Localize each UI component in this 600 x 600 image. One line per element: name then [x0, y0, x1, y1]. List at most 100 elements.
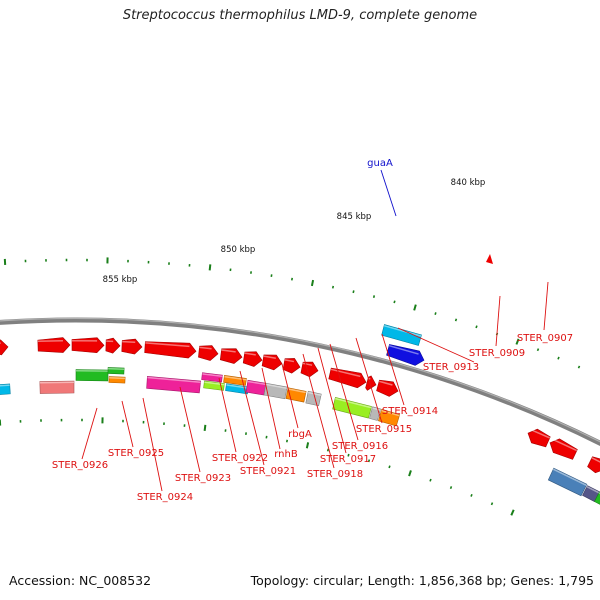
label-leaders — [81, 169, 549, 492]
inner-tick — [490, 502, 494, 506]
gene-label: STER_0916 — [332, 441, 388, 452]
gene-feature — [107, 367, 125, 375]
gene-feature-highlight — [378, 380, 393, 386]
gene-feature-highlight — [591, 457, 600, 463]
gene-feature — [201, 372, 223, 383]
label-leader — [355, 337, 383, 424]
gene-feature-highlight — [0, 384, 10, 387]
backbone-highlight — [0, 317, 600, 443]
gene-feature — [198, 345, 219, 361]
genome-backbone — [0, 317, 600, 447]
gene-label: guaA — [367, 158, 393, 169]
gene-label: rnhB — [274, 449, 298, 460]
map-title: Streptococcus thermophilus LMD-9, comple… — [122, 8, 478, 23]
gene-feature — [527, 428, 551, 448]
scale-tick — [434, 312, 437, 315]
gene-feature-highlight — [199, 346, 212, 350]
inner-tick — [429, 478, 432, 482]
inner-tick — [367, 459, 371, 463]
gene-label: STER_0924 — [137, 492, 193, 503]
label-leader — [317, 347, 347, 454]
gene-feature-highlight — [263, 355, 276, 359]
gene-feature — [223, 375, 247, 386]
label-leader — [261, 367, 281, 450]
label-leader — [329, 343, 359, 441]
scale-tick — [310, 279, 315, 287]
label-leader — [142, 397, 163, 492]
gene-feature — [332, 396, 372, 419]
label-leader — [281, 363, 299, 429]
gene-feature-highlight — [330, 368, 361, 378]
inner-tick — [510, 509, 515, 516]
gene-label: STER_0913 — [423, 362, 479, 373]
gene-feature-highlight — [388, 344, 419, 355]
gene-feature-highlight — [551, 438, 578, 452]
gene-feature — [144, 341, 197, 359]
gene-feature-highlight — [334, 397, 372, 409]
scale-tick — [577, 365, 581, 369]
gene-feature-highlight — [372, 407, 381, 411]
scale-tick — [536, 348, 540, 352]
gene-feature — [203, 380, 225, 391]
gene-feature — [219, 348, 243, 364]
gene-feature — [121, 338, 143, 355]
gene-feature — [0, 383, 11, 395]
gene-label: STER_0922 — [212, 453, 268, 464]
gene-feature-highlight — [265, 383, 288, 389]
gene-feature — [378, 408, 401, 427]
gene-feature — [105, 337, 121, 354]
scale-tick — [475, 325, 478, 329]
scale-tick — [557, 356, 560, 360]
gene-feature-highlight — [37, 340, 63, 343]
inner-tick — [449, 486, 453, 490]
gene-feature — [587, 456, 600, 474]
gene-label: STER_0923 — [175, 473, 231, 484]
label-leader — [380, 169, 397, 217]
scale-tick — [372, 295, 376, 298]
scale-labels: 840 kbp 845 kbp 850 kbp 855 kbp — [103, 178, 486, 285]
scale-label: 840 kbp — [451, 178, 486, 188]
gene-feature — [263, 382, 288, 400]
scale-tick — [393, 300, 396, 304]
inner-tick — [347, 453, 350, 457]
gene-label: STER_0914 — [382, 406, 438, 417]
scale-tick — [515, 338, 520, 345]
gene-feature — [37, 337, 71, 353]
gene-feature-highlight — [39, 381, 75, 384]
gene-feature — [486, 254, 493, 264]
gene-feature-highlight — [552, 468, 587, 486]
gene-feature-highlight — [244, 352, 256, 356]
gene-feature-highlight — [108, 367, 125, 371]
gene-feature-highlight — [247, 380, 266, 386]
scale-tick — [454, 318, 458, 322]
label-leader — [381, 333, 405, 406]
gene-feature — [0, 339, 9, 356]
gene-feature-highlight — [586, 486, 600, 494]
scale-label: 855 kbp — [103, 275, 138, 285]
scale-tick — [208, 264, 212, 271]
gene-feature-highlight — [109, 376, 126, 380]
inner-tick — [203, 424, 207, 431]
gene-feature — [300, 361, 319, 378]
gene-label: STER_0918 — [307, 469, 363, 480]
gene-feature-highlight — [145, 342, 190, 348]
gene-label: rbgA — [288, 429, 312, 440]
scale-label: 845 kbp — [337, 212, 372, 222]
gene-feature — [39, 380, 75, 394]
gene-feature-highlight — [383, 324, 422, 337]
gene-feature-highlight — [122, 340, 136, 344]
gene-labels: guaA STER_0907 STER_0909 STER_0913 STER_0914… — [52, 158, 573, 503]
gene-label: STER_0921 — [240, 466, 296, 477]
gene-feature — [328, 367, 367, 389]
gene-label: STER_0907 — [517, 333, 573, 344]
scale-tick — [331, 285, 335, 289]
label-leader — [179, 386, 201, 473]
gene-feature-highlight — [224, 375, 247, 381]
gene-features — [0, 254, 600, 505]
label-leader — [397, 327, 475, 363]
inner-tick — [326, 448, 330, 452]
gene-feature-highlight — [287, 388, 307, 394]
gene-feature — [261, 354, 283, 371]
gene-feature-highlight — [307, 391, 322, 397]
